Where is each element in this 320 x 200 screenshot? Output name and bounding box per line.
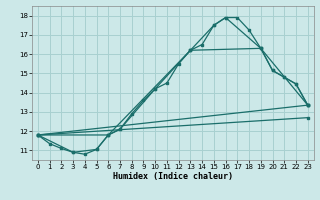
- X-axis label: Humidex (Indice chaleur): Humidex (Indice chaleur): [113, 172, 233, 181]
